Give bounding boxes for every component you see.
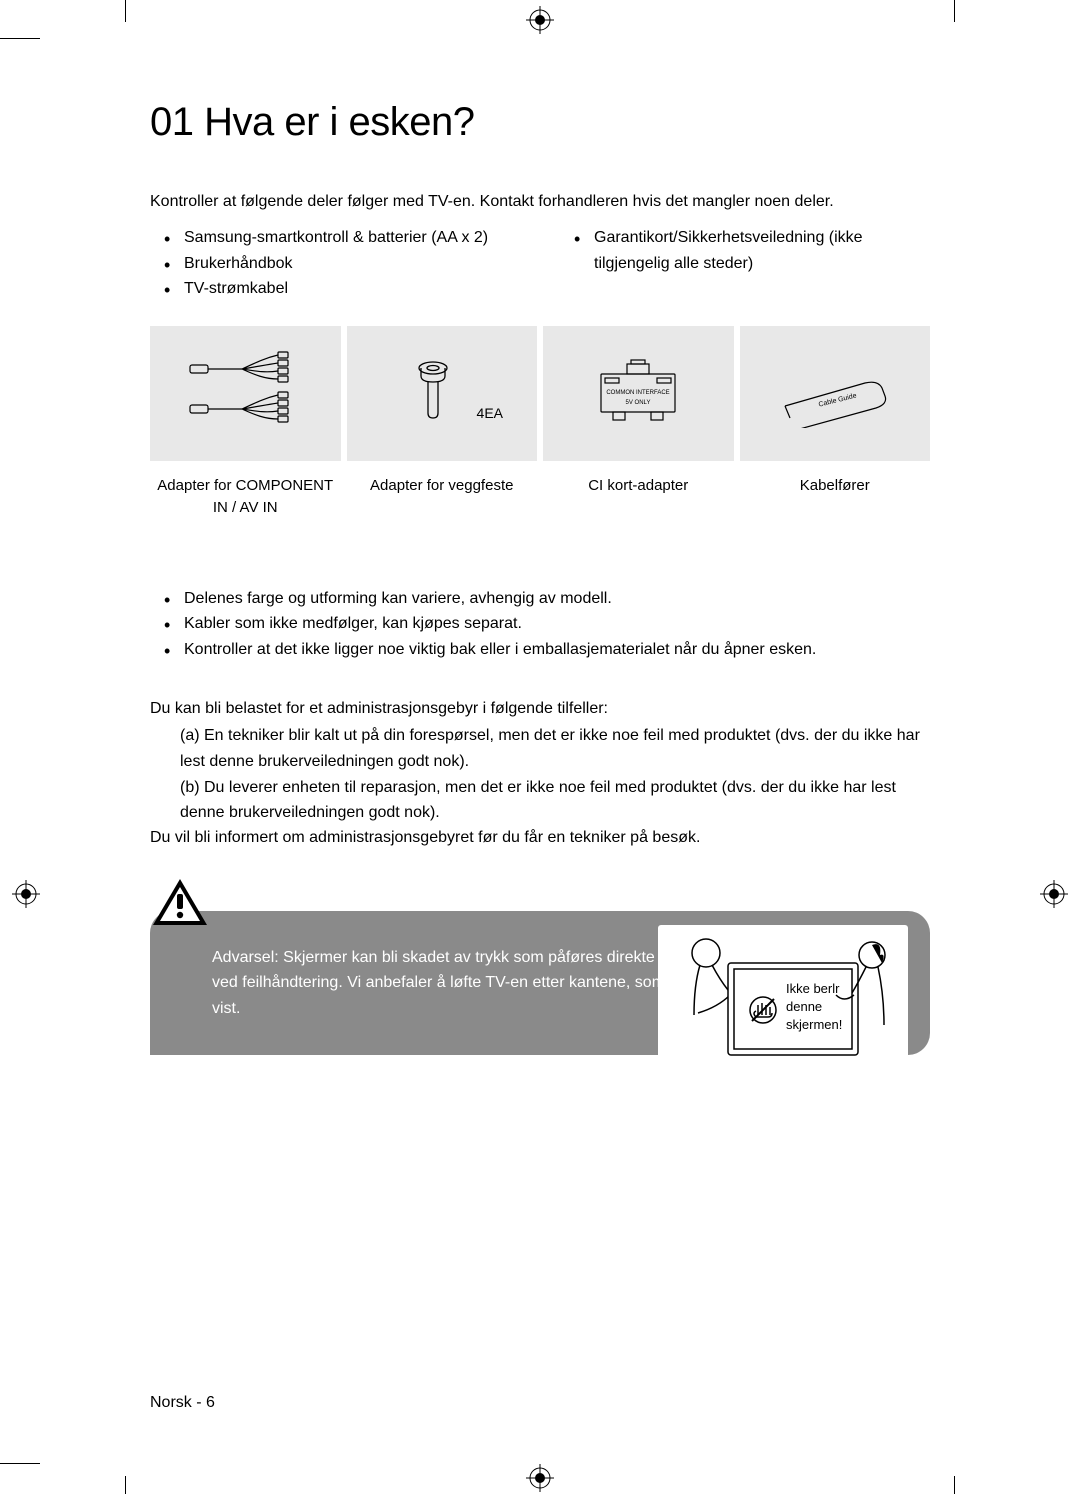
- included-items-columns: Samsung-smartkontroll & batterier (AA x …: [150, 225, 930, 302]
- warning-text: Advarsel: Skjermer kan bli skadet av try…: [212, 945, 670, 1022]
- ci-card-adapter-icon: COMMON INTERFACE 5V ONLY: [583, 348, 693, 438]
- cable-adapter-icon: [170, 343, 320, 443]
- figure-wall-adapter: 4EA: [347, 326, 538, 461]
- figure-component-adapter: [150, 326, 341, 461]
- warning-body: : Skjermer kan bli skadet av trykk som p…: [212, 949, 665, 1017]
- list-item: Kontroller at det ikke ligger noe viktig…: [170, 637, 930, 663]
- included-list-left: Samsung-smartkontroll & batterier (AA x …: [150, 225, 520, 302]
- admin-fee-b: (b) Du leverer enheten til reparasjon, m…: [150, 775, 930, 826]
- ci-label-1: COMMON INTERFACE: [607, 390, 670, 396]
- list-item: TV-strømkabel: [170, 276, 520, 302]
- figure-caption: Adapter for veggfeste: [347, 469, 538, 526]
- illus-text-2: denne: [786, 999, 822, 1014]
- intro-text: Kontroller at følgende deler følger med …: [150, 193, 930, 211]
- warning-lead-label: Advarsel: [212, 949, 274, 966]
- admin-fee-a: (a) En tekniker blir kalt ut på din fore…: [150, 723, 930, 774]
- list-item: Brukerhåndbok: [170, 251, 520, 277]
- notes-list: Delenes farge og utforming kan variere, …: [150, 586, 930, 663]
- admin-fee-trail: Du vil bli informert om administrasjonsg…: [150, 826, 930, 851]
- crop-mark: [0, 38, 40, 39]
- crop-mark: [954, 1476, 955, 1494]
- registration-mark-icon: [526, 1464, 554, 1492]
- figure-caption: Adapter for COMPONENT IN / AV IN: [150, 469, 341, 526]
- page-title: 01 Hva er i esken?: [150, 100, 930, 145]
- included-list-right: Garantikort/Sikkerhetsveiledning (ikke t…: [560, 225, 930, 276]
- crop-mark: [125, 0, 126, 22]
- warning-illustration: Ikke berlr denne skjermen!: [658, 925, 908, 1085]
- ci-label-2: 5V ONLY: [626, 400, 651, 406]
- illus-text-3: skjermen!: [786, 1017, 842, 1032]
- ea-count-label: 4EA: [477, 405, 503, 421]
- cable-guide-icon: Cable Guide: [770, 358, 900, 428]
- page-content: 01 Hva er i esken? Kontroller at følgend…: [150, 100, 930, 1055]
- list-item: Garantikort/Sikkerhetsveiledning (ikke t…: [580, 225, 930, 276]
- figure-ci-adapter: COMMON INTERFACE 5V ONLY: [543, 326, 734, 461]
- figure-caption: CI kort-adapter: [543, 469, 734, 526]
- warning-panel: Advarsel: Skjermer kan bli skadet av try…: [150, 911, 930, 1056]
- crop-mark: [125, 1476, 126, 1494]
- figure-caption: Kabelfører: [740, 469, 931, 526]
- wall-mount-adapter-icon: [407, 348, 477, 438]
- registration-mark-icon: [12, 880, 40, 908]
- registration-mark-icon: [1040, 880, 1068, 908]
- page-footer: Norsk - 6: [150, 1394, 215, 1412]
- figure-caption-row: Adapter for COMPONENT IN / AV IN Adapter…: [150, 469, 930, 526]
- list-item: Kabler som ikke medfølger, kan kjøpes se…: [170, 611, 930, 637]
- figure-cable-guide: Cable Guide: [740, 326, 931, 461]
- list-item: Samsung-smartkontroll & batterier (AA x …: [170, 225, 520, 251]
- admin-fee-lead: Du kan bli belastet for et administrasjo…: [150, 697, 930, 722]
- registration-mark-icon: [526, 6, 554, 34]
- figure-row: 4EA COMMON INTERFACE 5V ONLY: [150, 326, 930, 461]
- illus-text-1: Ikke berlr: [786, 981, 840, 996]
- crop-mark: [0, 1463, 40, 1464]
- crop-mark: [954, 0, 955, 22]
- list-item: Delenes farge og utforming kan variere, …: [170, 586, 930, 612]
- warning-triangle-icon: [150, 877, 210, 929]
